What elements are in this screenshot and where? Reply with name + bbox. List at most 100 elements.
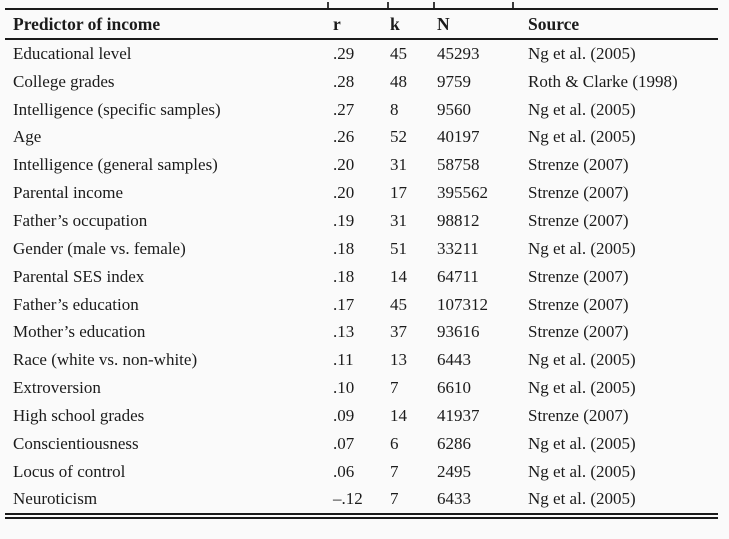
cell-n: 45293 [437, 43, 480, 63]
cell-r: .29 [333, 43, 355, 63]
header-r: r [327, 9, 387, 40]
cell-predictor: Race (white vs. non-white) [13, 350, 198, 370]
cell-predictor: College grades [13, 71, 115, 91]
cell-predictor: Conscientiousness [13, 433, 139, 453]
cell-source: Ng et al. (2005) [528, 99, 636, 119]
cell-n: 2495 [437, 461, 471, 481]
table-row: Age .26 52 40197 Ng et al. (2005) [5, 124, 718, 152]
bottom-double-rule [5, 513, 718, 520]
cell-r: .19 [333, 210, 355, 230]
cell-r: .28 [333, 71, 355, 91]
cell-source: Roth & Clarke (1998) [528, 71, 678, 91]
cell-n: 41937 [437, 405, 480, 425]
header-source: Source [512, 9, 718, 40]
cell-k: 13 [390, 350, 407, 370]
cell-k: 8 [390, 99, 399, 119]
cell-predictor: Intelligence (specific samples) [13, 99, 221, 119]
cell-source: Ng et al. (2005) [528, 489, 636, 509]
table-row: College grades .28 48 9759 Roth & Clarke… [5, 68, 718, 96]
cell-n: 9759 [437, 71, 471, 91]
cell-r: .18 [333, 238, 355, 258]
cell-n: 6443 [437, 350, 471, 370]
cell-source: Strenze (2007) [528, 294, 629, 314]
cell-r: .13 [333, 322, 355, 342]
cell-n: 9560 [437, 99, 471, 119]
cell-predictor: Extroversion [13, 378, 101, 398]
table-row: Parental income .20 17 395562 Strenze (2… [5, 179, 718, 207]
cell-predictor: Neuroticism [13, 489, 98, 509]
header-row: Predictor of income r k N Source [5, 9, 718, 40]
cell-k: 7 [390, 378, 399, 398]
cell-source: Strenze (2007) [528, 155, 629, 175]
table-row: Intelligence (specific samples) .27 8 95… [5, 96, 718, 124]
cell-n: 6433 [437, 489, 471, 509]
cell-k: 31 [390, 210, 407, 230]
cell-predictor: Educational level [13, 43, 132, 63]
cell-r: .20 [333, 183, 355, 203]
cell-k: 45 [390, 43, 407, 63]
table-row: Intelligence (general samples) .20 31 58… [5, 151, 718, 179]
cell-r: .10 [333, 378, 355, 398]
table-row: Conscientiousness .07 6 6286 Ng et al. (… [5, 430, 718, 458]
cell-predictor: Locus of control [13, 461, 126, 481]
cell-n: 395562 [437, 183, 488, 203]
table-row: Mother’s education .13 37 93616 Strenze … [5, 318, 718, 346]
table-row: Neuroticism –.12 7 6433 Ng et al. (2005) [5, 486, 718, 514]
column-boundary-tick [433, 2, 435, 8]
cell-r: .07 [333, 433, 355, 453]
cell-k: 14 [390, 266, 407, 286]
table-header: Predictor of income r k N Source [5, 9, 718, 40]
table-body: Educational level .29 45 45293 Ng et al.… [5, 39, 718, 513]
column-boundary-tick [387, 2, 389, 8]
cell-k: 6 [390, 433, 399, 453]
cell-source: Ng et al. (2005) [528, 433, 636, 453]
table-row: Father’s education .17 45 107312 Strenze… [5, 291, 718, 319]
table-row: Gender (male vs. female) .18 51 33211 Ng… [5, 235, 718, 263]
cell-predictor: Mother’s education [13, 322, 146, 342]
cell-source: Ng et al. (2005) [528, 378, 636, 398]
cell-k: 48 [390, 71, 407, 91]
cell-r: .18 [333, 266, 355, 286]
table-row: Educational level .29 45 45293 Ng et al.… [5, 39, 718, 68]
cell-source: Strenze (2007) [528, 183, 629, 203]
cell-r: .09 [333, 405, 355, 425]
cell-n: 6286 [437, 433, 471, 453]
cell-r: .27 [333, 99, 355, 119]
cell-source: Ng et al. (2005) [528, 238, 636, 258]
cell-source: Ng et al. (2005) [528, 127, 636, 147]
header-predictor: Predictor of income [5, 9, 327, 40]
cell-k: 17 [390, 183, 407, 203]
cell-source: Strenze (2007) [528, 405, 629, 425]
cell-r: .06 [333, 461, 355, 481]
cell-n: 107312 [437, 294, 488, 314]
column-boundary-tick [327, 2, 329, 8]
cell-r: .26 [333, 127, 355, 147]
cell-source: Strenze (2007) [528, 266, 629, 286]
cell-predictor: High school grades [13, 405, 145, 425]
cell-source: Strenze (2007) [528, 210, 629, 230]
cell-k: 14 [390, 405, 407, 425]
cell-predictor: Intelligence (general samples) [13, 155, 218, 175]
cell-k: 45 [390, 294, 407, 314]
cell-n: 6610 [437, 378, 471, 398]
cell-k: 51 [390, 238, 407, 258]
cell-k: 37 [390, 322, 407, 342]
cell-source: Ng et al. (2005) [528, 43, 636, 63]
cell-k: 52 [390, 127, 407, 147]
table-sheet: Predictor of income r k N Source Educati… [5, 0, 718, 520]
table-row: Race (white vs. non-white) .11 13 6443 N… [5, 346, 718, 374]
cell-predictor: Parental income [13, 183, 123, 203]
cell-r: –.12 [333, 489, 363, 509]
cell-source: Strenze (2007) [528, 322, 629, 342]
cell-n: 33211 [437, 238, 479, 258]
cell-predictor: Age [13, 127, 42, 147]
cell-r: .17 [333, 294, 355, 314]
header-n: N [433, 9, 512, 40]
header-k: k [387, 9, 433, 40]
column-boundary-tick [512, 2, 514, 8]
cell-predictor: Father’s occupation [13, 210, 148, 230]
cell-predictor: Gender (male vs. female) [13, 238, 186, 258]
cell-r: .11 [333, 350, 354, 370]
cell-k: 7 [390, 461, 399, 481]
